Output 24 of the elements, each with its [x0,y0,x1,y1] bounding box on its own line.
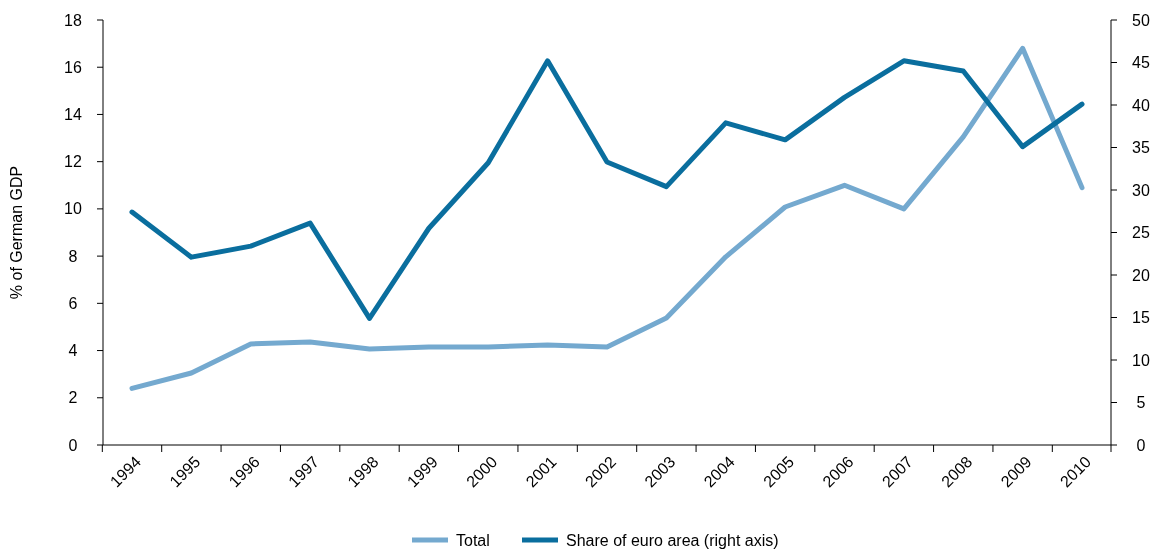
y2-tick-label: 10 [1132,351,1150,369]
y-tick-label: 6 [68,294,78,312]
y-tick-label: 4 [68,342,78,360]
y-tick-label: 18 [64,11,82,29]
y2-tick-label: 35 [1132,139,1150,157]
legend-label: Share of euro area (right axis) [566,532,779,549]
y-tick-label: 0 [68,436,78,454]
y2-tick-label: 30 [1132,181,1150,199]
y-tick-label: 12 [64,153,82,171]
y-tick-label: 16 [64,58,82,76]
y-tick-label: 8 [68,247,78,265]
y2-tick-label: 45 [1132,54,1150,72]
y2-tick-label: 5 [1136,394,1146,412]
y2-tick-label: 20 [1132,266,1150,284]
y2-tick-label: 15 [1132,309,1150,327]
y-tick-label: 14 [64,106,82,124]
y2-tick-label: 25 [1132,224,1150,242]
y2-tick-label: 50 [1132,11,1150,29]
y-axis-title: % of German GDP [8,165,25,300]
y-tick-label: 2 [68,389,78,407]
legend-label: Total [456,532,490,549]
y2-tick-label: 40 [1132,96,1150,114]
y2-tick-label: 0 [1136,436,1146,454]
y-tick-label: 10 [64,200,82,218]
